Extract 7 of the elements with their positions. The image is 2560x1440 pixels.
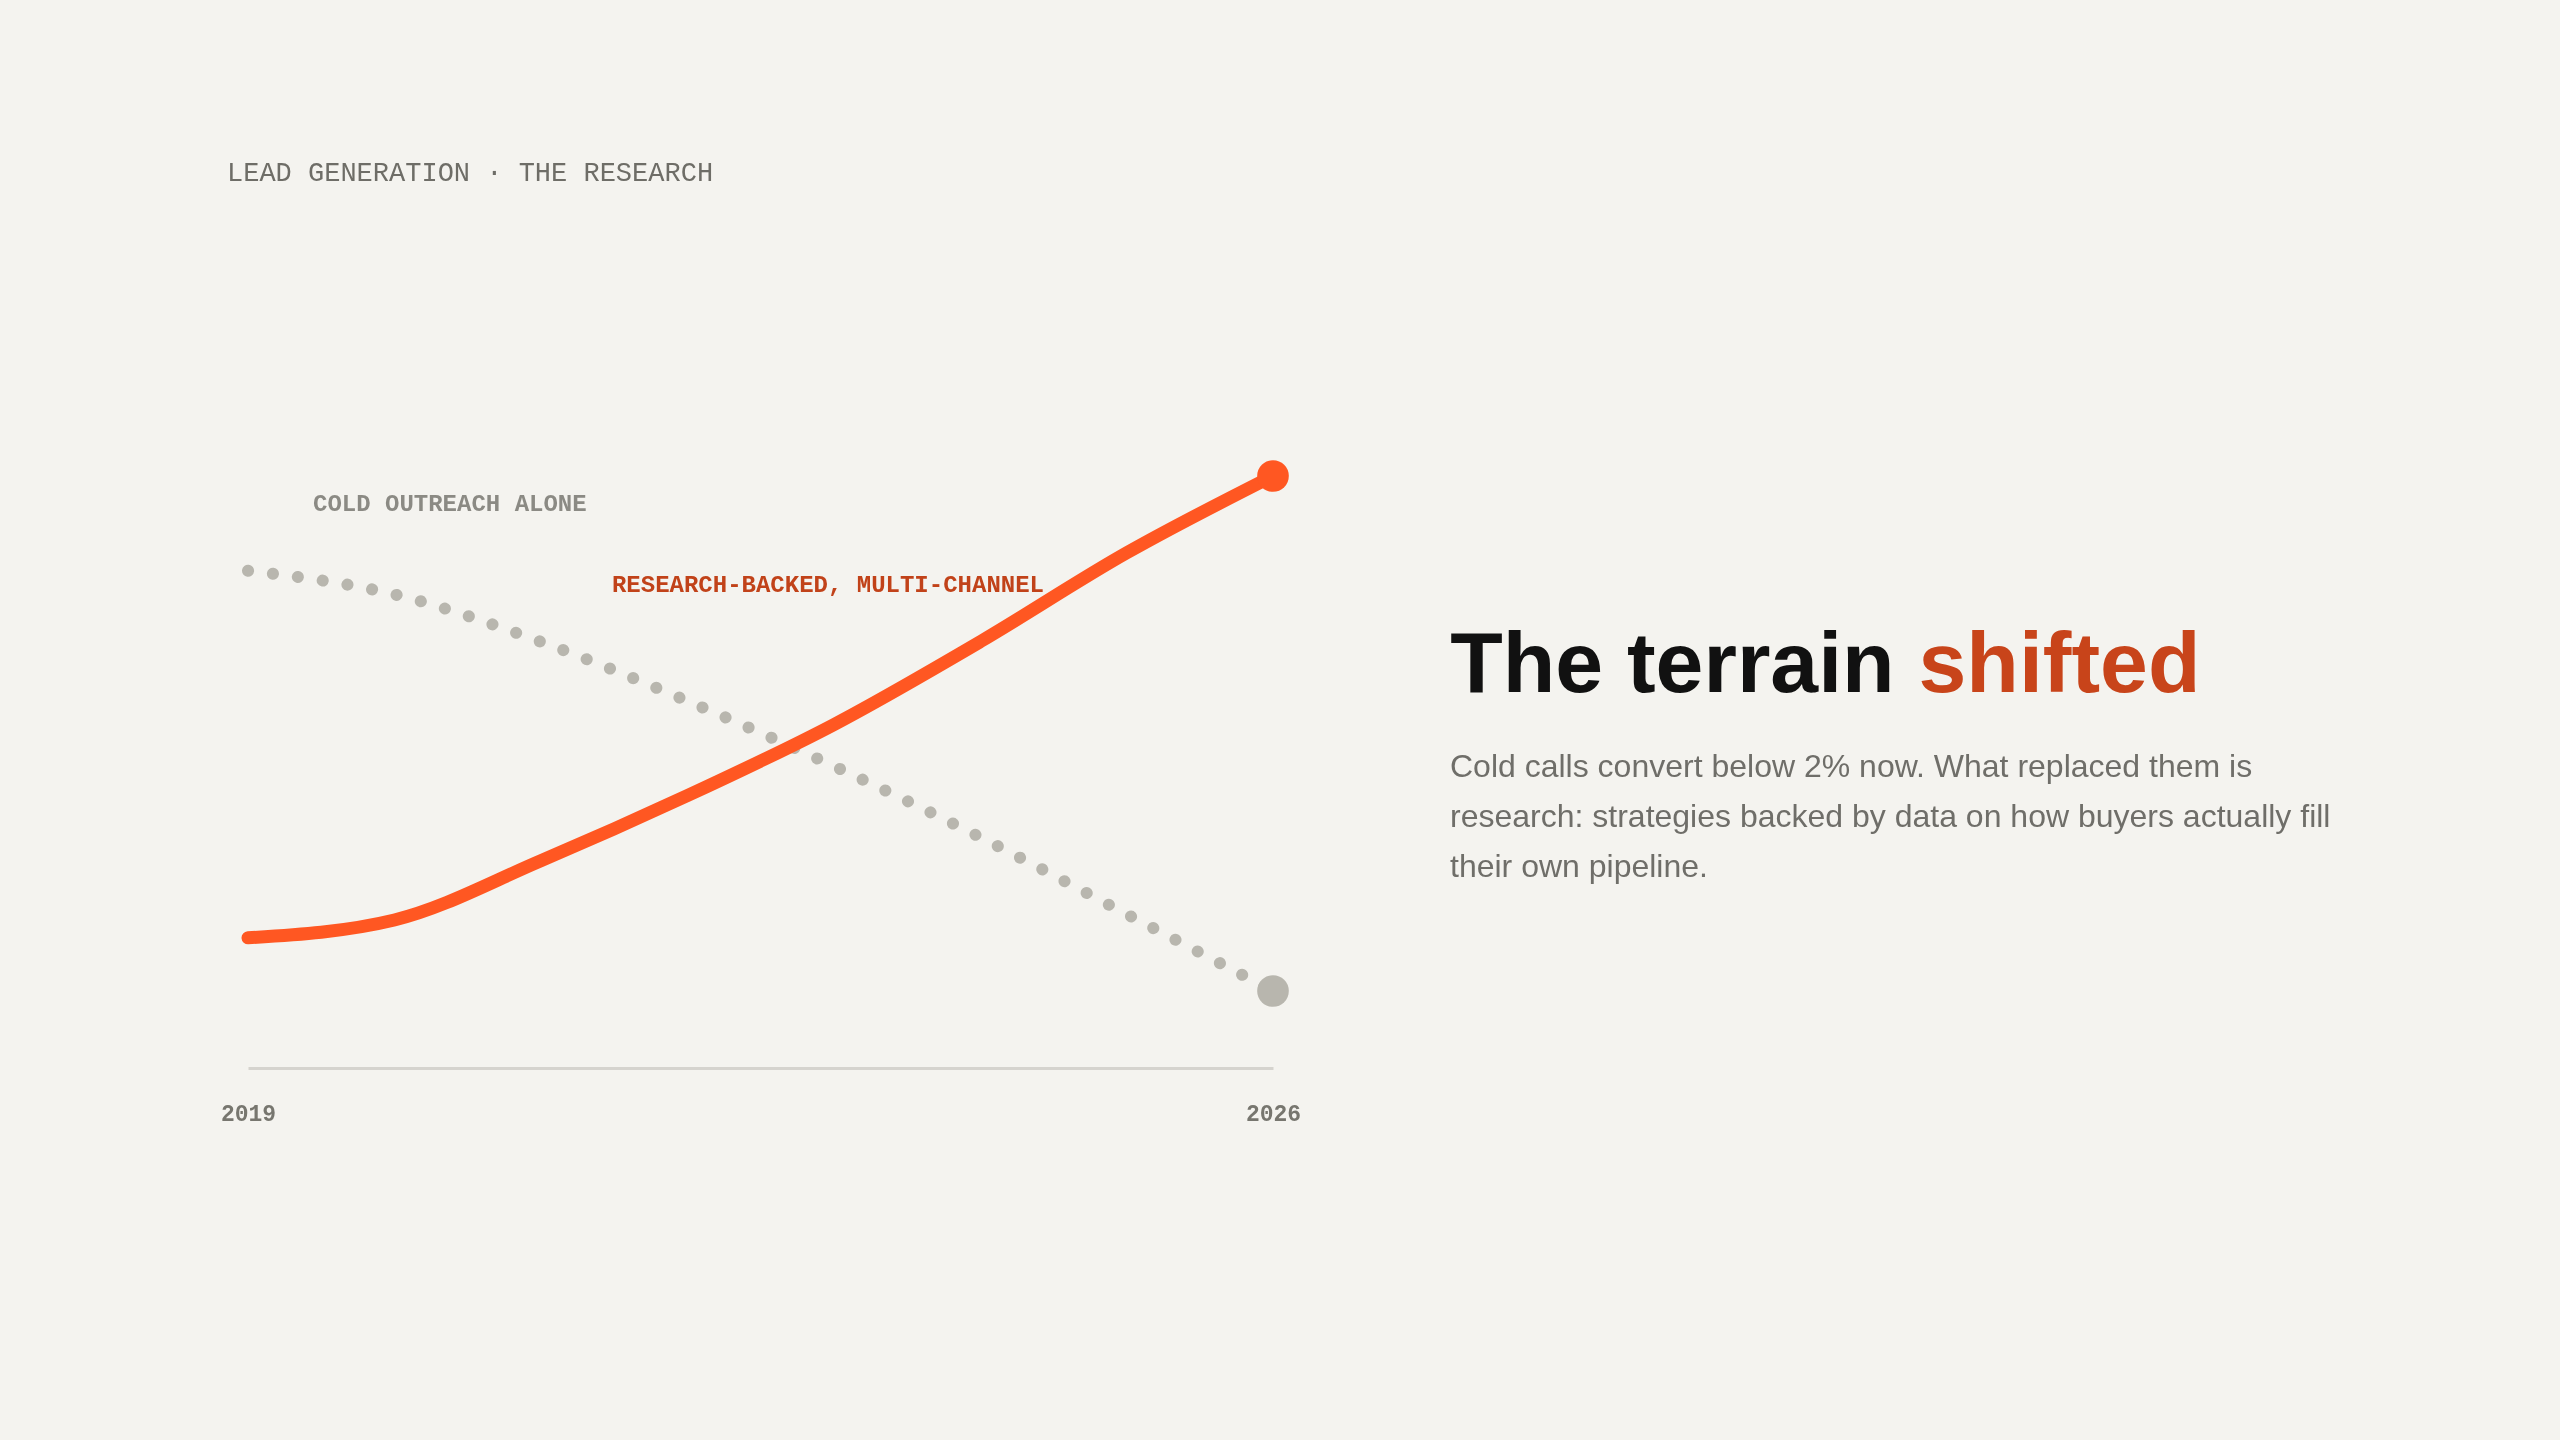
x-tick-label: 2019	[220, 1101, 277, 1128]
text: Cold calls convert below 2% now. What replaced them is research: strategies backed by data on how buyers actually fill their own pipeline.	[1450, 748, 2331, 884]
text: LEAD GENERATION · THE RESEARCH	[227, 159, 714, 189]
text: COLD OUTREACH ALONE	[313, 490, 587, 518]
text: The terrain shifted	[1450, 614, 2201, 710]
x-tick-label: 2026	[1245, 1101, 1302, 1128]
series-label: RESEARCH-BACKED, MULTI-CHANNEL	[611, 572, 1044, 599]
